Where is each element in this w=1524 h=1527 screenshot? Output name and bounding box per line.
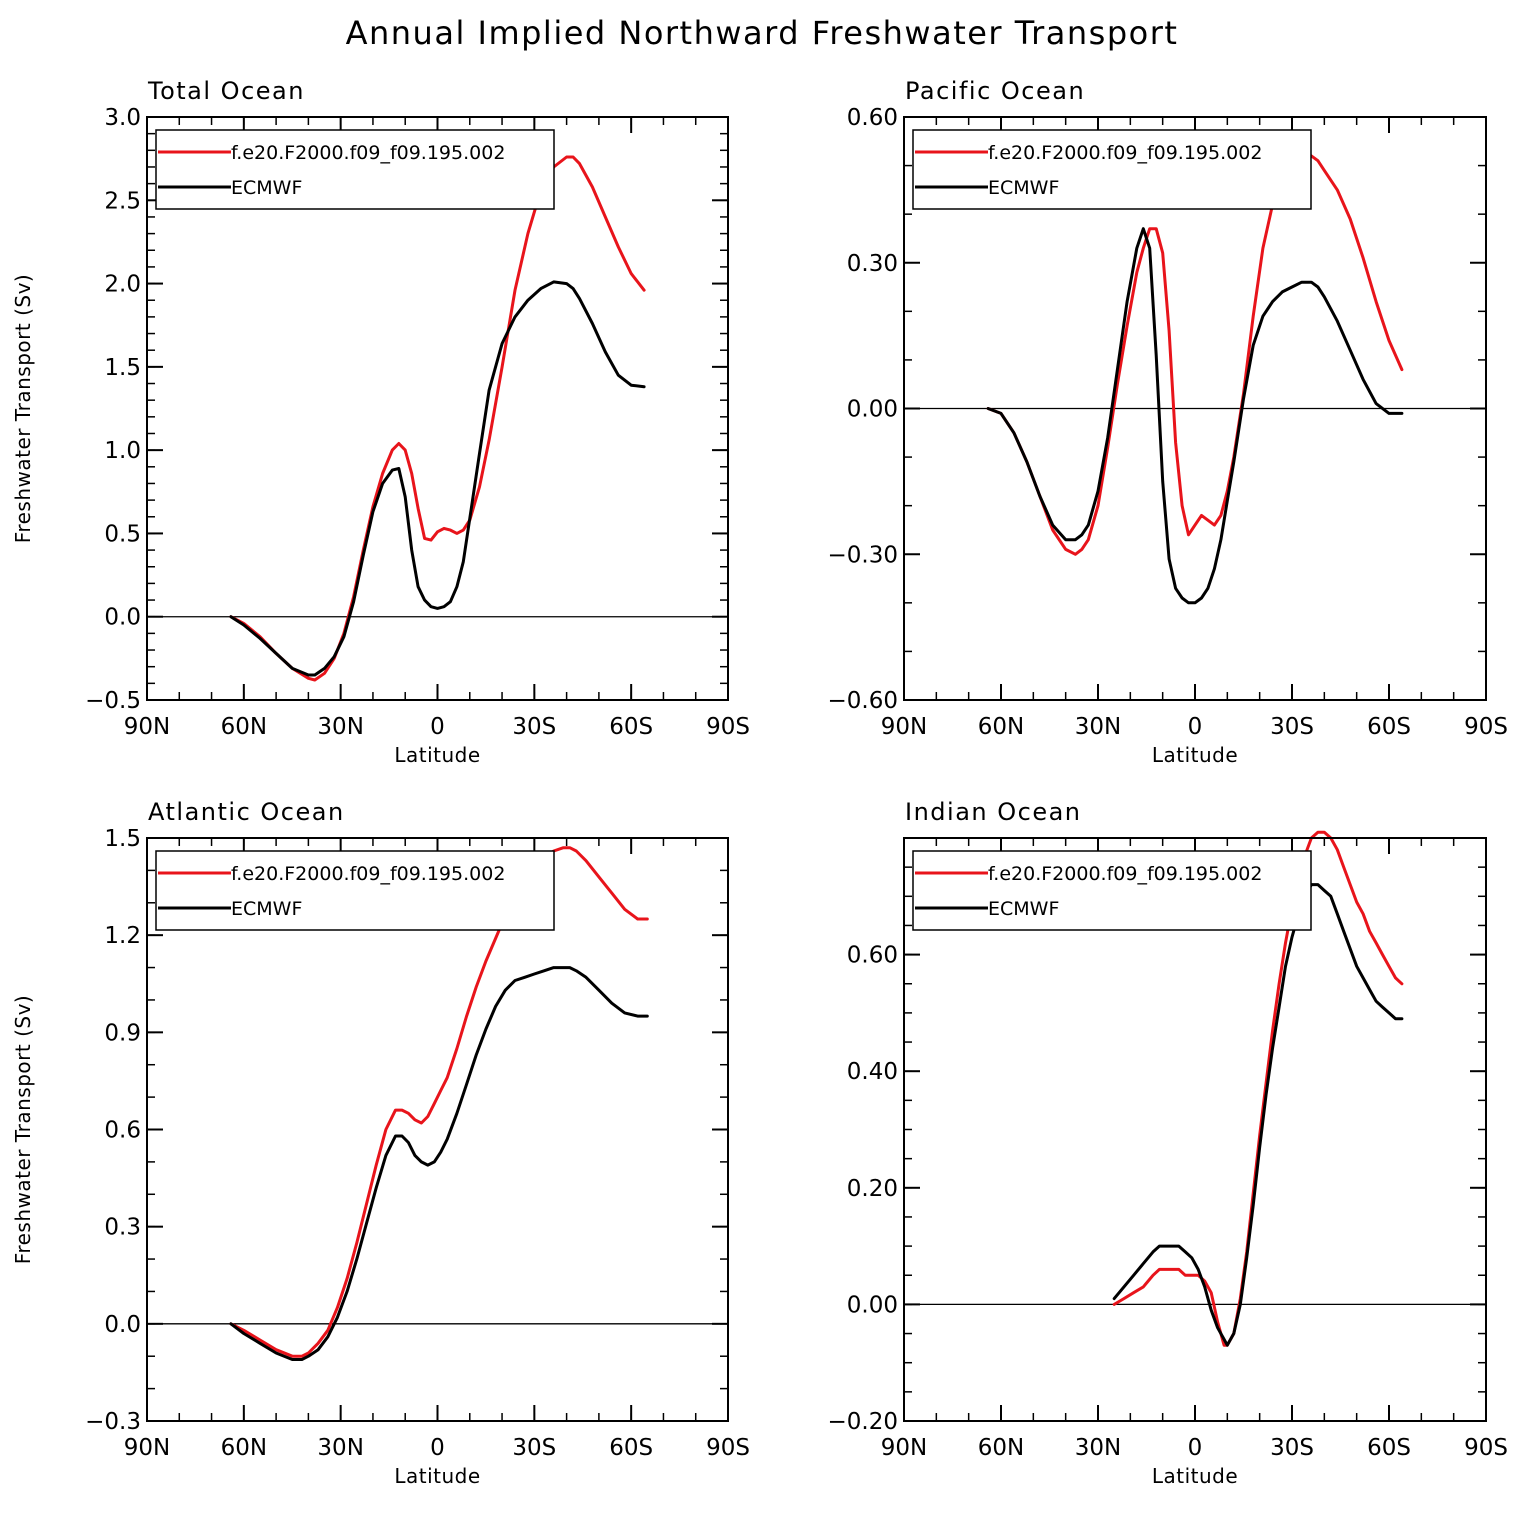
x-tick-label: 30S xyxy=(1270,714,1314,740)
plot-frame xyxy=(903,837,1487,1422)
panel-total-ocean: Total Ocean −0.5 0.0 0.5 1.0 1.5 2.0 2.5 3.0 90N 6… xyxy=(11,77,750,767)
x-tick-label: 90S xyxy=(1464,1435,1508,1461)
y-tick-label: 1.5 xyxy=(104,355,141,381)
series-line-ecmwf xyxy=(229,280,646,677)
panel-atlantic-ocean: Atlantic Ocean −0.3 0.0 0.3 0.6 0.9 1.2 1.5 90N 6… xyxy=(11,798,750,1488)
x-axis-label: Latitude xyxy=(394,1464,480,1488)
x-tick-label: 90N xyxy=(881,1435,927,1461)
y-tick-label: 1.5 xyxy=(104,826,141,852)
y-tick-label: 2.0 xyxy=(104,272,141,298)
x-tick-label: 90N xyxy=(124,714,170,740)
x-tick-label: 0 xyxy=(1188,1435,1203,1461)
x-tick-label: 60S xyxy=(609,714,653,740)
legend-label: f.e20.F2000.f09_f09.195.002 xyxy=(231,863,505,885)
legend: f.e20.F2000.f09_f09.195.002 ECMWF xyxy=(155,129,555,210)
x-tick-label: 60N xyxy=(978,714,1024,740)
y-tick-label: 0.40 xyxy=(847,1059,898,1085)
y-tick-label: −0.30 xyxy=(828,542,898,568)
legend-box xyxy=(155,850,555,931)
y-tick-label: 0.6 xyxy=(104,1118,141,1144)
y-tick-label: 0.5 xyxy=(104,521,141,547)
series-line-ecmwf xyxy=(1112,883,1404,1347)
panel-title: Indian Ocean xyxy=(905,798,1082,826)
plot-frame xyxy=(146,837,729,1422)
legend-label: f.e20.F2000.f09_f09.195.002 xyxy=(988,863,1262,885)
legend: f.e20.F2000.f09_f09.195.002 ECMWF xyxy=(912,129,1312,210)
series-line-f-e20-f2000-f09-f09-195-002 xyxy=(986,154,1404,556)
y-tick-label: 3.0 xyxy=(104,105,141,131)
x-tick-label: 60S xyxy=(1367,1435,1411,1461)
legend-box xyxy=(155,129,555,210)
x-tick-label: 90S xyxy=(706,1435,750,1461)
y-axis-label: Freshwater Transport (Sv) xyxy=(11,274,35,543)
x-tick-label: 30N xyxy=(317,1435,363,1461)
legend: f.e20.F2000.f09_f09.195.002 ECMWF xyxy=(155,850,555,931)
y-tick-label: 0.00 xyxy=(847,397,898,423)
panels-container: Total Ocean −0.5 0.0 0.5 1.0 1.5 2.0 2.5 3.0 90N 6… xyxy=(11,77,1508,1488)
legend-label: ECMWF xyxy=(231,898,302,920)
legend-label: ECMWF xyxy=(988,177,1059,199)
y-tick-label: 2.5 xyxy=(104,188,141,214)
x-tick-label: 60S xyxy=(1367,714,1411,740)
legend-box xyxy=(912,850,1312,931)
panel-title: Pacific Ocean xyxy=(905,77,1085,105)
legend: f.e20.F2000.f09_f09.195.002 ECMWF xyxy=(912,850,1312,931)
x-tick-label: 60S xyxy=(609,1435,653,1461)
x-tick-label: 30S xyxy=(512,714,556,740)
legend-label: ECMWF xyxy=(231,177,302,199)
series-line-ecmwf xyxy=(986,227,1404,605)
x-axis-label: Latitude xyxy=(394,743,480,767)
panel-title: Total Ocean xyxy=(147,77,305,105)
series-line-f-e20-f2000-f09-f09-195-002 xyxy=(229,846,649,1358)
x-tick-label: 60N xyxy=(221,1435,267,1461)
x-tick-label: 90S xyxy=(1464,714,1508,740)
panel-title: Atlantic Ocean xyxy=(148,798,345,826)
panel-indian-ocean: Indian Ocean −0.20 0.00 0.20 0.40 0.60 90N 60N 3… xyxy=(828,798,1508,1488)
legend-box xyxy=(912,129,1312,210)
x-axis-label: Latitude xyxy=(1152,1464,1238,1488)
y-tick-label: 0.0 xyxy=(104,1312,141,1338)
y-tick-label: 0.30 xyxy=(847,251,898,277)
x-tick-label: 30S xyxy=(1270,1435,1314,1461)
figure-title: Annual Implied Northward Freshwater Tran… xyxy=(346,14,1179,52)
series-line-f-e20-f2000-f09-f09-195-002 xyxy=(229,155,646,682)
legend-label: ECMWF xyxy=(988,898,1059,920)
y-tick-label: 0.20 xyxy=(847,1176,898,1202)
plot-frame xyxy=(903,116,1487,701)
y-tick-label: −0.60 xyxy=(828,688,898,714)
series-line-ecmwf xyxy=(229,966,649,1361)
y-tick-label: −0.3 xyxy=(85,1409,141,1435)
y-tick-label: −0.5 xyxy=(85,688,141,714)
y-tick-label: −0.20 xyxy=(828,1409,898,1435)
x-tick-label: 0 xyxy=(430,714,445,740)
x-tick-label: 90N xyxy=(881,714,927,740)
x-tick-label: 30N xyxy=(1075,1435,1121,1461)
y-tick-label: 0.3 xyxy=(104,1215,141,1241)
x-tick-label: 90N xyxy=(124,1435,170,1461)
y-tick-label: 0.60 xyxy=(847,943,898,969)
y-tick-label: 0.0 xyxy=(104,605,141,631)
x-tick-label: 30S xyxy=(512,1435,556,1461)
y-tick-label: 1.2 xyxy=(104,923,141,949)
x-tick-label: 0 xyxy=(1188,714,1203,740)
panel-pacific-ocean: Pacific Ocean −0.60 −0.30 0.00 0.30 0.60 90N 60… xyxy=(828,77,1508,767)
y-tick-label: 1.0 xyxy=(104,438,141,464)
x-tick-label: 30N xyxy=(317,714,363,740)
y-axis-label: Freshwater Transport (Sv) xyxy=(11,995,35,1264)
plot-frame xyxy=(146,116,729,701)
x-tick-label: 30N xyxy=(1075,714,1121,740)
x-tick-label: 60N xyxy=(221,714,267,740)
x-tick-label: 90S xyxy=(706,714,750,740)
y-tick-label: 0.00 xyxy=(847,1292,898,1318)
x-tick-label: 60N xyxy=(978,1435,1024,1461)
x-axis-label: Latitude xyxy=(1152,743,1238,767)
y-tick-label: 0.9 xyxy=(104,1020,141,1046)
legend-label: f.e20.F2000.f09_f09.195.002 xyxy=(231,142,505,164)
y-tick-label: 0.60 xyxy=(847,105,898,131)
x-tick-label: 0 xyxy=(430,1435,445,1461)
legend-label: f.e20.F2000.f09_f09.195.002 xyxy=(988,142,1262,164)
